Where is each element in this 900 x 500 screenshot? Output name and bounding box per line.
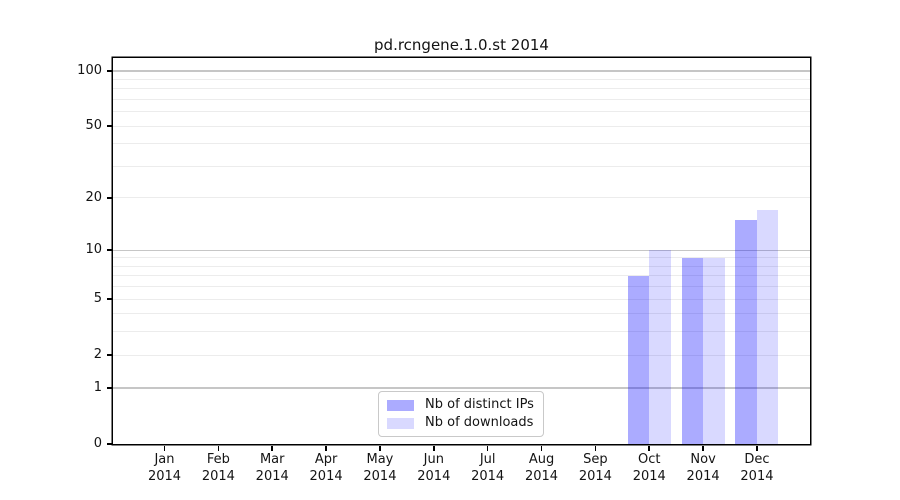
y-tick-mark-1: [106, 387, 112, 389]
y-tick-label-10: 10: [85, 242, 102, 258]
bar-nb-of-downloads-nov-2014: [703, 257, 725, 444]
gridline-minor-40: [113, 143, 810, 145]
legend-label-downloads: Nb of downloads: [425, 415, 534, 430]
y-tick-label-20: 20: [85, 189, 102, 205]
x-tick-mark-dec: [756, 445, 758, 451]
gridline-minor-7: [113, 275, 810, 277]
x-tick-label-may: May 2014: [363, 452, 397, 484]
x-tick-label-apr: Apr 2014: [309, 452, 343, 484]
gridline-minor-4: [113, 313, 810, 315]
gridline-minor-60: [113, 111, 810, 113]
legend: Nb of distinct IPs Nb of downloads: [378, 391, 544, 437]
gridline-minor-80: [113, 88, 810, 90]
x-tick-label-jul: Jul 2014: [471, 452, 505, 484]
y-tick-mark-50: [106, 125, 112, 127]
x-tick-mark-mar: [271, 445, 273, 451]
y-tick-label-0: 0: [93, 436, 102, 451]
gridline-minor-30: [113, 165, 810, 167]
gridline-minor-70: [113, 98, 810, 100]
x-tick-mark-nov: [702, 445, 704, 451]
bar-nb-of-distinct-ips-nov-2014: [681, 257, 704, 444]
x-tick-label-aug: Aug 2014: [524, 452, 559, 484]
legend-item-distinct-ips: Nb of distinct IPs: [387, 396, 535, 414]
y-tick-label-100: 100: [77, 63, 102, 78]
legend-item-downloads: Nb of downloads: [387, 414, 535, 432]
x-tick-mark-jun: [433, 445, 435, 451]
bar-nb-of-distinct-ips-oct-2014: [627, 275, 650, 444]
bar-nb-of-distinct-ips-dec-2014: [735, 219, 757, 444]
gridline-minor-3: [113, 331, 810, 333]
y-tick-mark-100: [106, 70, 112, 72]
gridline-major-100: [113, 70, 810, 72]
gridline-minor-9: [113, 257, 810, 259]
x-tick-label-jun: Jun 2014: [417, 452, 451, 484]
gridline-minor-50: [113, 125, 810, 127]
y-tick-label-2: 2: [93, 347, 102, 363]
y-tick-mark-20: [106, 197, 112, 199]
bar-nb-of-downloads-oct-2014: [649, 250, 671, 444]
y-tick-mark-5: [106, 298, 112, 300]
gridline-minor-2: [113, 354, 810, 356]
gridline-minor-90: [113, 78, 810, 80]
x-tick-label-mar: Mar 2014: [255, 452, 289, 484]
x-tick-label-nov: Nov 2014: [686, 452, 720, 484]
x-tick-mark-feb: [217, 445, 220, 451]
x-tick-mark-aug: [540, 445, 543, 451]
x-tick-label-dec: Dec 2014: [740, 452, 774, 484]
x-tick-label-jan: Jan 2014: [147, 452, 182, 484]
x-tick-mark-sep: [594, 445, 597, 451]
x-tick-label-oct: Oct 2014: [632, 452, 666, 484]
gridline-minor-6: [113, 286, 810, 288]
y-tick-mark-2: [106, 354, 112, 356]
x-tick-label-sep: Sep 2014: [578, 452, 612, 484]
y-tick-label-50: 50: [85, 118, 102, 134]
gridline-major-1: [113, 387, 810, 389]
legend-swatch-downloads: [387, 417, 414, 429]
gridline-major-10: [113, 249, 810, 251]
x-tick-label-feb: Feb 2014: [201, 452, 235, 484]
y-tick-mark-0: [106, 443, 112, 445]
gridline-minor-5: [113, 298, 810, 300]
gridline-minor-8: [113, 265, 810, 267]
gridline-minor-20: [113, 197, 810, 199]
y-tick-label-1: 1: [93, 379, 102, 395]
y-tick-mark-10: [106, 249, 112, 251]
x-tick-mark-jul: [486, 445, 489, 451]
x-tick-mark-may: [379, 445, 381, 451]
x-tick-mark-oct: [648, 445, 650, 451]
plot-area: [113, 58, 810, 444]
chart-title: pd.rcngene.1.0.st 2014: [374, 36, 549, 54]
bar-nb-of-downloads-dec-2014: [756, 210, 779, 444]
x-tick-mark-apr: [325, 445, 327, 451]
y-tick-label-5: 5: [93, 291, 102, 307]
legend-swatch-distinct-ips: [387, 399, 414, 411]
x-tick-mark-jan: [163, 445, 166, 451]
legend-label-distinct-ips: Nb of distinct IPs: [425, 397, 534, 412]
